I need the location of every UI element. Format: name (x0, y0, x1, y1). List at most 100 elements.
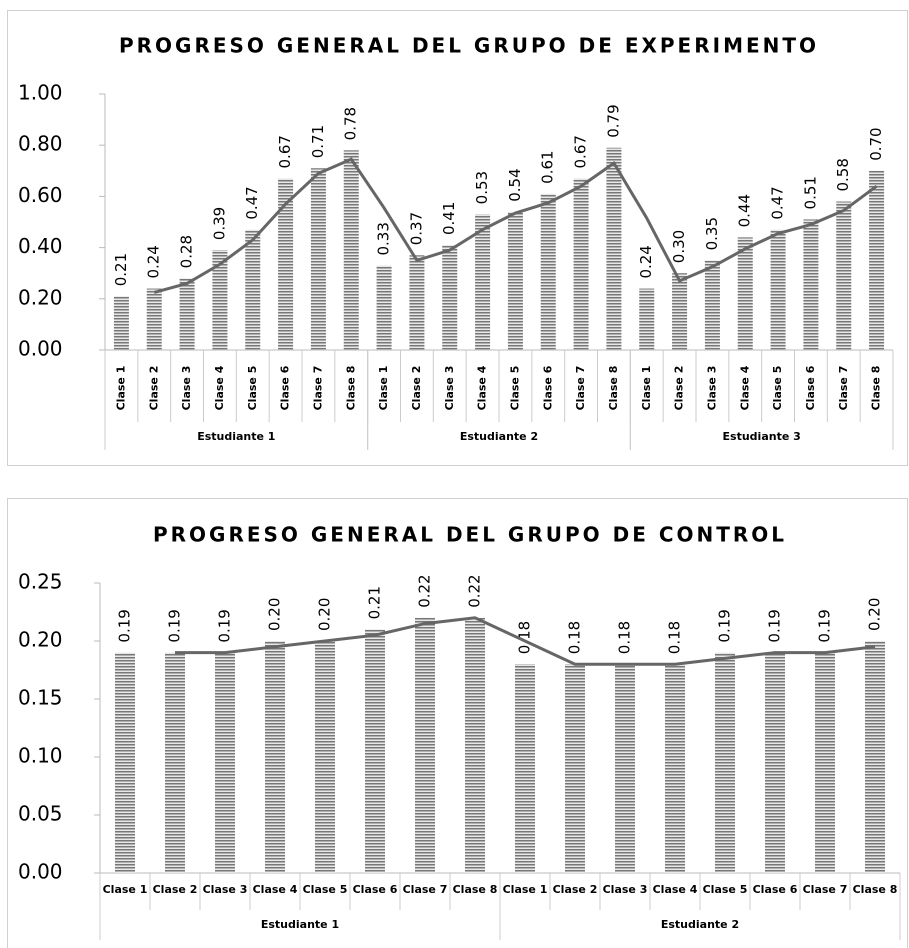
x-tick-label: Clase 5 (303, 883, 348, 896)
x-tick-label: Clase 2 (147, 366, 160, 411)
bar (115, 652, 135, 873)
value-label: 0.24 (637, 245, 655, 278)
value-label: 0.61 (539, 150, 557, 183)
y-tick-label: 0.20 (18, 628, 63, 652)
x-tick-label: Clase 3 (705, 366, 718, 411)
group-label: Estudiante 2 (661, 918, 739, 931)
bar (540, 193, 556, 350)
bar (442, 245, 458, 350)
x-tick-label: Clase 3 (443, 366, 456, 411)
x-tick-label: Clase 7 (803, 883, 848, 896)
value-label: 0.71 (309, 125, 327, 158)
value-label: 0.19 (116, 609, 134, 642)
value-label: 0.67 (276, 135, 294, 168)
value-label: 0.19 (716, 609, 734, 642)
x-tick-label: Clase 3 (180, 366, 193, 411)
x-tick-label: Clase 6 (279, 365, 292, 410)
value-label: 0.51 (801, 176, 819, 209)
bar (815, 652, 835, 873)
x-tick-label: Clase 4 (476, 365, 489, 410)
x-tick-label: Clase 8 (870, 366, 883, 411)
bar (615, 664, 635, 873)
y-tick-label: 0.60 (18, 183, 63, 207)
x-tick-label: Clase 8 (344, 366, 357, 411)
y-tick-label: 0.00 (18, 337, 63, 361)
x-tick-label: Clase 7 (311, 366, 324, 411)
group-label: Estudiante 1 (261, 918, 339, 931)
value-label: 0.20 (266, 598, 284, 631)
bar (215, 652, 235, 873)
bar (265, 641, 285, 873)
bar (245, 229, 261, 350)
bar (212, 250, 228, 350)
value-label: 0.70 (867, 127, 885, 160)
value-label: 0.30 (670, 230, 688, 263)
value-label: 0.37 (407, 212, 425, 245)
value-label: 0.47 (243, 186, 261, 219)
bar (565, 664, 585, 873)
x-tick-label: Clase 7 (403, 883, 448, 896)
x-tick-label: Clase 6 (353, 883, 398, 896)
trendline (153, 157, 878, 294)
bar (113, 296, 129, 350)
x-tick-label: Clase 2 (553, 883, 598, 896)
x-tick-label: Clase 1 (503, 883, 548, 896)
bar (179, 278, 195, 350)
x-tick-label: Clase 2 (410, 366, 423, 411)
x-tick-label: Clase 6 (541, 365, 554, 410)
x-tick-label: Clase 8 (853, 883, 898, 896)
value-label: 0.21 (366, 586, 384, 619)
bar (343, 150, 359, 350)
chart-title: PROGRESO GENERAL DEL GRUPO DE CONTROL (153, 523, 787, 547)
bar (803, 219, 819, 350)
value-label: 0.18 (616, 621, 634, 654)
bar (770, 229, 786, 350)
bar (146, 288, 162, 350)
x-tick-label: Clase 4 (653, 883, 698, 896)
x-tick-label: Clase 1 (640, 366, 653, 411)
bar (310, 168, 326, 350)
bar (415, 617, 435, 873)
y-tick-label: 0.05 (18, 802, 63, 826)
bar (365, 629, 385, 873)
bar (765, 652, 785, 873)
bar (715, 652, 735, 873)
value-label: 0.58 (834, 158, 852, 191)
value-label: 0.19 (766, 609, 784, 642)
bar (665, 664, 685, 873)
bar (704, 260, 720, 350)
value-label: 0.19 (816, 609, 834, 642)
bar (836, 201, 852, 350)
value-label: 0.54 (506, 168, 524, 201)
x-tick-label: Clase 1 (377, 366, 390, 411)
bar (573, 178, 589, 350)
x-tick-label: Clase 2 (153, 883, 198, 896)
value-label: 0.20 (316, 598, 334, 631)
value-label: 0.18 (516, 621, 534, 654)
y-tick-label: 0.25 (18, 570, 63, 594)
x-tick-label: Clase 8 (607, 366, 620, 411)
x-tick-label: Clase 7 (574, 366, 587, 411)
value-label: 0.79 (604, 104, 622, 137)
value-label: 0.78 (342, 107, 360, 140)
chart-frame (7, 10, 908, 466)
x-tick-label: Clase 3 (203, 883, 248, 896)
bar (672, 273, 688, 350)
value-label: 0.18 (566, 621, 584, 654)
x-tick-label: Clase 1 (103, 883, 148, 896)
y-tick-label: 0.80 (18, 132, 63, 156)
value-label: 0.39 (210, 207, 228, 240)
group-label: Estudiante 2 (460, 430, 538, 443)
value-label: 0.20 (866, 598, 884, 631)
bar (507, 211, 523, 350)
bar (376, 265, 392, 350)
bar (465, 617, 485, 873)
group-label: Estudiante 3 (723, 430, 801, 443)
bar (515, 664, 535, 873)
y-tick-label: 1.00 (18, 81, 63, 105)
x-tick-label: Clase 6 (804, 365, 817, 410)
x-tick-label: Clase 5 (771, 366, 784, 411)
bar (606, 147, 622, 350)
bar (475, 214, 491, 350)
